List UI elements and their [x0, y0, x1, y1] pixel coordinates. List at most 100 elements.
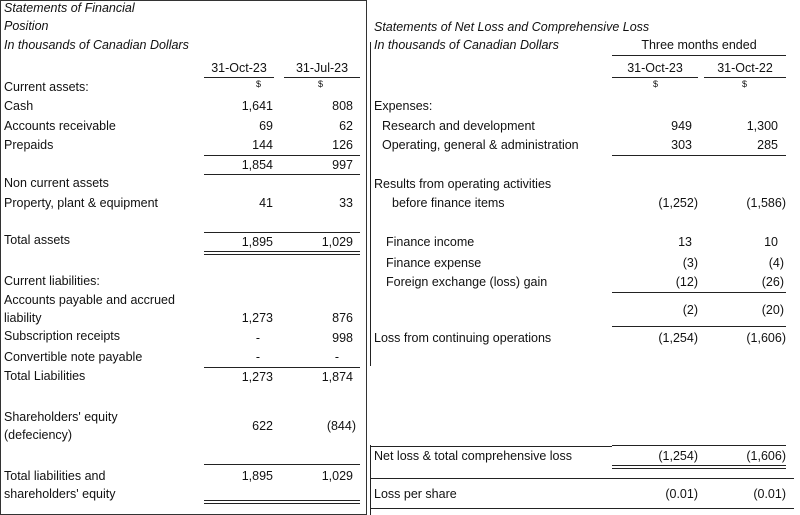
expenses-total-rule	[612, 155, 786, 156]
finance-expense-v1: (3)	[682, 256, 698, 270]
right-title-currency: In thousands of Canadian Dollars	[374, 38, 559, 52]
total-le-v2: 1,029	[321, 469, 353, 483]
total-le-label-line2: shareholders' equity	[4, 487, 116, 501]
total-liabilities-v1: 1,273	[241, 370, 273, 384]
current-liabilities-heading: Current liabilities:	[4, 274, 100, 288]
total-le-v1: 1,895	[241, 469, 273, 483]
finance-subtotal-rule	[612, 292, 786, 293]
left-col2-currency: $	[318, 79, 324, 89]
payable-label-line2: liability	[4, 311, 42, 325]
period-header: Three months ended	[641, 38, 757, 52]
expenses-heading: Expenses:	[374, 99, 433, 113]
left-title-line2: Position	[4, 19, 49, 33]
receivable-v2: 62	[339, 119, 353, 133]
total-liabilities-top-rule	[204, 367, 360, 368]
net-loss-double-rule-1	[612, 465, 786, 466]
subscription-v2: 998	[332, 331, 353, 345]
equity-v1: 622	[252, 419, 273, 433]
net-loss-label-rule	[370, 446, 612, 447]
prepaids-label: Prepaids	[4, 138, 54, 152]
current-assets-subtotal-rule	[204, 155, 360, 156]
right-col1-header-rule	[612, 77, 698, 78]
equity-v2: (844)	[326, 419, 356, 433]
oga-v2: 285	[757, 138, 778, 152]
loss-continuing-v1: (1,254)	[658, 331, 698, 345]
total-assets-label: Total assets	[4, 233, 71, 247]
left-title-line1: Statements of Financial	[4, 1, 135, 15]
current-assets-subtotal-v2: 997	[332, 158, 353, 172]
period-header-rule	[612, 55, 786, 56]
cash-v1: 1,641	[241, 99, 273, 113]
convertible-label: Convertible note payable	[4, 350, 143, 364]
left-col1-header: 31-Oct-23	[211, 61, 267, 75]
cash-label: Cash	[4, 99, 34, 113]
results-v1: (1,252)	[658, 196, 698, 210]
total-assets-double-rule-1	[204, 251, 360, 252]
right-panel-upper-border	[370, 42, 371, 366]
left-col2-header: 31-Jul-23	[295, 61, 349, 75]
results-label-line2: before finance items	[392, 196, 505, 210]
loss-per-share-v1: (0.01)	[665, 487, 698, 501]
subscription-v1: -	[255, 331, 260, 345]
loss-per-share-top-rule	[370, 478, 794, 479]
current-assets-total-rule	[204, 174, 360, 175]
payable-v2: 876	[332, 311, 353, 325]
finance-subtotal-v1: (2)	[682, 303, 698, 317]
results-v2: (1,586)	[746, 196, 786, 210]
total-le-top-rule	[204, 464, 360, 465]
receivable-label: Accounts receivable	[4, 119, 116, 133]
left-col1-header-rule	[204, 77, 274, 78]
right-col2-header: 31-Oct-22	[717, 61, 773, 75]
loss-per-share-label: Loss per share	[374, 487, 457, 501]
fx-v2: (26)	[761, 275, 784, 289]
left-col2-header-rule	[284, 77, 360, 78]
rd-label: Research and development	[382, 119, 535, 133]
finance-expense-label: Finance expense	[386, 256, 482, 270]
left-col1-currency: $	[256, 79, 262, 89]
total-assets-v2: 1,029	[321, 235, 353, 249]
oga-label: Operating, general & administration	[382, 138, 579, 152]
net-loss-v1: (1,254)	[658, 449, 698, 463]
prepaids-v1: 144	[252, 138, 273, 152]
loss-continuing-v2: (1,606)	[746, 331, 786, 345]
rd-v2: 1,300	[746, 119, 778, 133]
loss-continuing-top-rule	[612, 326, 786, 327]
total-le-double-rule-2	[204, 503, 360, 504]
finance-income-v1: 13	[678, 235, 692, 249]
net-loss-v2: (1,606)	[746, 449, 786, 463]
total-assets-v1: 1,895	[241, 235, 273, 249]
right-col1-currency: $	[653, 79, 659, 89]
finance-expense-v2: (4)	[768, 256, 784, 270]
right-title: Statements of Net Loss and Comprehensive…	[374, 20, 650, 34]
net-loss-double-rule-2	[612, 468, 786, 469]
total-assets-double-rule-2	[204, 254, 360, 255]
ppe-label: Property, plant & equipment	[4, 196, 159, 210]
loss-continuing-label: Loss from continuing operations	[374, 331, 552, 345]
convertible-v2: -	[334, 350, 339, 364]
net-loss-label: Net loss & total comprehensive loss	[374, 449, 573, 463]
payable-v1: 1,273	[241, 311, 273, 325]
fx-v1: (12)	[675, 275, 698, 289]
rd-v1: 949	[671, 119, 692, 133]
left-title-currency: In thousands of Canadian Dollars	[4, 38, 189, 52]
total-liabilities-v2: 1,874	[321, 370, 353, 384]
subscription-label: Subscription receipts	[4, 329, 121, 343]
ppe-v1: 41	[259, 196, 273, 210]
prepaids-v2: 126	[332, 138, 353, 152]
oga-v1: 303	[671, 138, 692, 152]
total-le-label-line1: Total liabilities and	[4, 469, 106, 483]
results-label-line1: Results from operating activities	[374, 177, 552, 191]
convertible-v1: -	[255, 350, 260, 364]
current-assets-subtotal-v1: 1,854	[241, 158, 273, 172]
payable-label-line1: Accounts payable and accrued	[4, 293, 175, 307]
finance-subtotal-v2: (20)	[761, 303, 784, 317]
net-loss-top-rule	[612, 445, 786, 446]
total-assets-top-rule	[204, 232, 360, 233]
loss-per-share-v2: (0.01)	[753, 487, 786, 501]
cash-v2: 808	[332, 99, 353, 113]
ppe-v2: 33	[339, 196, 353, 210]
total-le-double-rule-1	[204, 500, 360, 501]
non-current-assets-heading: Non current assets	[4, 176, 109, 190]
equity-label-line2: (defeciency)	[4, 428, 73, 442]
right-col1-header: 31-Oct-23	[627, 61, 683, 75]
